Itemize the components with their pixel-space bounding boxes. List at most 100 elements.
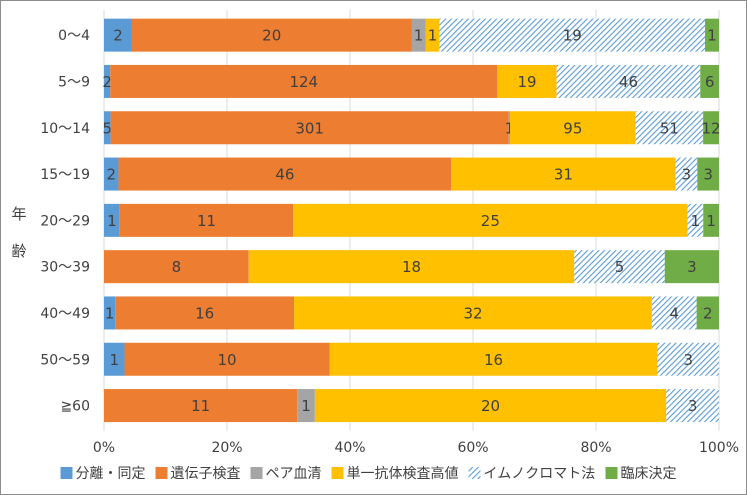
bar-segment (411, 18, 426, 52)
bar-segment (635, 111, 704, 145)
bar-segment (425, 18, 440, 52)
legend-swatch (250, 467, 263, 479)
data-label: 2 (102, 73, 112, 91)
bar-segment (104, 296, 116, 330)
data-label: 20 (481, 397, 500, 415)
legend-swatch (60, 467, 73, 479)
bar-segment (118, 157, 452, 191)
bars: 2 20 1 1 19 12 124 19 46 65 301 1 95 51 122 46 31 3 31 11 25… (102, 18, 721, 423)
legend-entry: ペア血清 (266, 466, 322, 482)
data-label: 1 (105, 304, 115, 322)
bar-segment (115, 296, 295, 330)
category-label: 5〜9 (58, 74, 90, 90)
bar-segment (497, 64, 557, 98)
y-axis-title-char: 年 (11, 205, 26, 223)
data-label: 19 (517, 73, 536, 91)
legend-swatch (155, 467, 168, 479)
data-label: 4 (669, 304, 679, 322)
data-label: 18 (402, 258, 421, 276)
bar-segment (696, 296, 719, 330)
legend-swatch (605, 467, 618, 479)
data-label: 46 (619, 73, 638, 91)
tick-label: 80% (580, 440, 611, 456)
bar-segment (556, 64, 701, 98)
legend-entry: イムノクロマト法 (484, 466, 596, 482)
bar-segment (110, 64, 498, 98)
category-label: 50〜59 (40, 352, 90, 368)
data-label: 51 (660, 119, 679, 137)
legend-swatch (468, 467, 481, 479)
bar-segment (124, 342, 330, 376)
tick-label: 40% (334, 440, 365, 456)
bar-segment (104, 18, 132, 52)
category-label: 40〜49 (40, 306, 90, 322)
data-label: 95 (563, 119, 582, 137)
legend-entry: 単一抗体検査高値 (347, 465, 459, 482)
data-label: 2 (703, 304, 713, 322)
data-label: 5 (103, 119, 113, 137)
bar-segment (104, 64, 111, 98)
legend-entry: 臨床決定 (621, 466, 677, 482)
bar-segment (104, 157, 119, 191)
data-label: 16 (195, 304, 214, 322)
data-label: 20 (262, 27, 281, 45)
bar-segment (703, 203, 719, 237)
data-label: 2 (106, 166, 116, 184)
bar-segment (104, 111, 111, 145)
bar-segment (675, 157, 698, 191)
legend-entry: 遺伝子検査 (171, 466, 241, 482)
y-axis-title: 年齢 (11, 205, 26, 260)
bar-segment (131, 18, 412, 52)
bar-segment (110, 111, 509, 145)
bar-segment (293, 203, 688, 237)
data-label: 16 (484, 351, 503, 369)
data-label: 1 (109, 351, 119, 369)
data-label: 1 (505, 119, 515, 137)
data-label: 1 (301, 397, 311, 415)
data-label: 6 (705, 73, 715, 91)
data-label: 25 (481, 212, 500, 230)
bar-segment (664, 250, 719, 284)
data-label: 46 (275, 166, 294, 184)
data-label: 31 (554, 166, 573, 184)
tick-label: 20% (211, 440, 242, 456)
data-label: 2 (113, 27, 123, 45)
legend: 分離・同定 遺伝子検査 ペア血清 単一抗体検査高値 イムノクロマト法 臨床決定 (60, 465, 677, 482)
legend-entry: 分離・同定 (76, 465, 146, 482)
bar-segment (248, 250, 575, 284)
data-label: 32 (463, 304, 482, 322)
bar-segment (329, 342, 658, 376)
data-label: 1 (414, 27, 424, 45)
bar-segment (439, 18, 706, 52)
category-label: 15〜19 (40, 167, 90, 183)
bar-segment (314, 389, 667, 423)
data-label: 19 (563, 27, 582, 45)
category-label: 30〜39 (40, 260, 90, 276)
bar-segment (104, 250, 249, 284)
category-label: 10〜14 (40, 121, 90, 137)
bar-segment (700, 64, 719, 98)
bar-segment (697, 157, 719, 191)
data-label: 12 (702, 119, 721, 137)
bar-segment (510, 111, 636, 145)
bar-segment (104, 203, 120, 237)
category-labels: 0〜4 5〜9 10〜14 15〜19 20〜29 30〜39 40〜49 50〜59 ≧60 (40, 28, 90, 414)
category-label: 20〜29 (40, 213, 90, 229)
bar-segment (703, 111, 719, 145)
data-label: 1 (706, 212, 716, 230)
tick-label: 0% (93, 440, 115, 456)
bar-segment (451, 157, 676, 191)
bar-segment (657, 342, 719, 376)
data-label: 1 (107, 212, 117, 230)
bar-segment (104, 389, 298, 423)
bar-segment (651, 296, 697, 330)
data-label: 1 (691, 212, 701, 230)
bar-segment (666, 389, 719, 423)
data-label: 3 (682, 166, 692, 184)
data-label: 301 (295, 119, 324, 137)
bar-segment (687, 203, 704, 237)
tick-label: 100% (699, 440, 739, 456)
data-label: 5 (615, 258, 625, 276)
bar-segment (297, 389, 315, 423)
